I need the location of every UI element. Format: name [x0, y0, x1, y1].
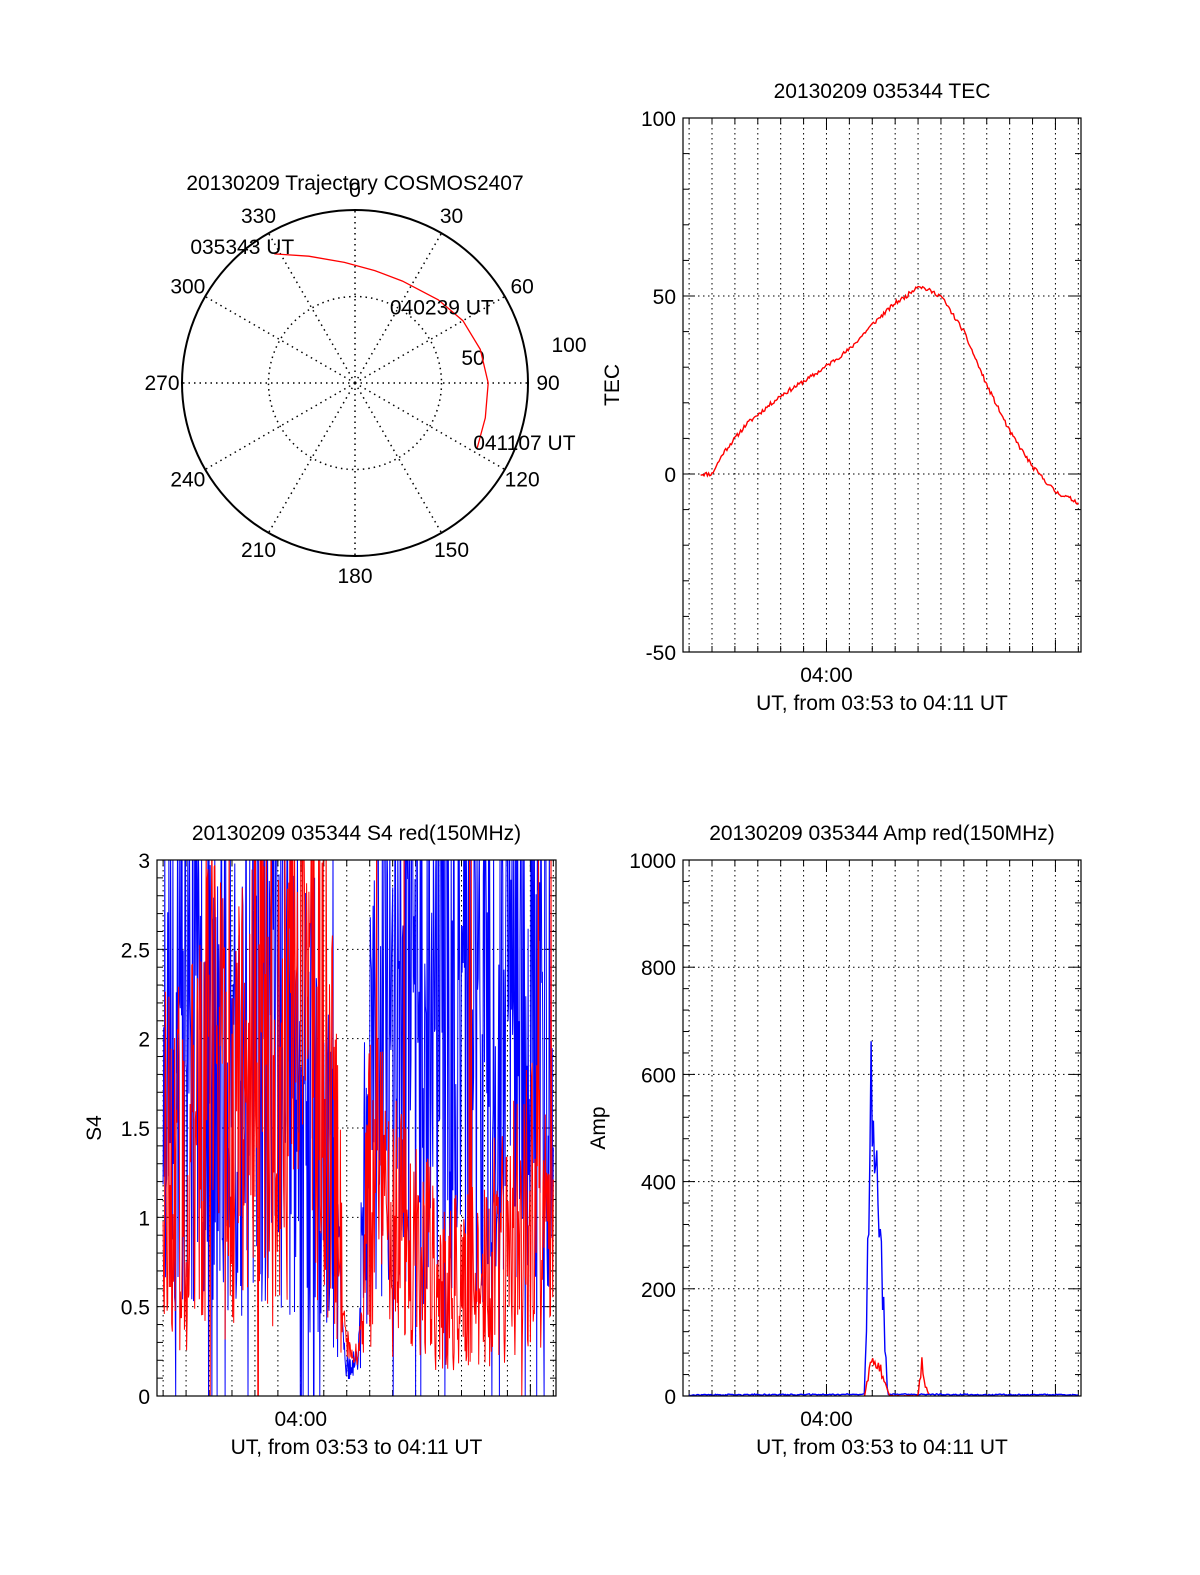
polar-spoke: [354, 382, 506, 471]
y-tick-label: 0.5: [121, 1297, 150, 1320]
amp-series-line: [688, 1041, 1079, 1396]
s4-chart: 20130209 035344 S4 red(150MHz) 0 0.5 1 1.5 2 2…: [83, 822, 557, 1459]
trajectory-time-label: 041107 UT: [473, 432, 576, 455]
amp-title: 20130209 035344 Amp red(150MHz): [709, 822, 1055, 845]
polar-spoke: [267, 382, 356, 534]
polar-spoke: [354, 382, 443, 534]
s4-x-axis-label: UT, from 03:53 to 04:11 UT: [231, 1436, 483, 1459]
azimuth-label: 60: [510, 276, 533, 299]
trajectory-title: 20130209 Trajectory COSMOS2407: [186, 172, 523, 195]
x-tick-label: 04:00: [275, 1408, 328, 1431]
x-tick-label: 04:00: [800, 1408, 853, 1431]
polar-spoke: [354, 295, 506, 384]
polar-outer-ring: [181, 209, 529, 557]
azimuth-label: 210: [241, 539, 276, 562]
polar-grid-ring: [267, 295, 443, 471]
tec-x-axis-label: UT, from 03:53 to 04:11 UT: [756, 692, 1008, 715]
tec-title: 20130209 035344 TEC: [774, 80, 991, 103]
s4-y-axis-label: S4: [83, 1115, 106, 1141]
azimuth-label: 30: [440, 205, 463, 228]
polar-spoke: [354, 232, 443, 384]
amp-series-line: [863, 1357, 930, 1396]
y-tick-label: 1000: [629, 850, 676, 873]
y-tick-label: 100: [641, 108, 676, 131]
polar-spoke: [267, 232, 356, 384]
y-tick-label: 3: [138, 850, 150, 873]
radius-label: 100: [551, 334, 586, 357]
amp-y-axis-label: Amp: [587, 1106, 610, 1149]
azimuth-label: 270: [144, 372, 179, 395]
y-tick-label: 0: [138, 1386, 150, 1409]
tec-series-line: [700, 285, 1079, 506]
amp-x-axis-label: UT, from 03:53 to 04:11 UT: [756, 1436, 1008, 1459]
azimuth-label: 180: [337, 565, 372, 588]
y-tick-label: 200: [641, 1279, 676, 1302]
polar-spoke: [204, 295, 356, 384]
y-tick-label: 600: [641, 1064, 676, 1087]
azimuth-label: 150: [434, 539, 469, 562]
s4-title: 20130209 035344 S4 red(150MHz): [192, 822, 521, 845]
y-tick-label: 0: [664, 1386, 676, 1409]
tec-y-axis-label: TEC: [601, 364, 624, 406]
radius-label: 50: [461, 347, 484, 370]
s4-series-line: [162, 860, 554, 1396]
plot-frame: [682, 859, 1082, 1397]
plot-frame: [682, 117, 1082, 653]
y-tick-label: 400: [641, 1172, 676, 1195]
azimuth-label: 90: [536, 372, 559, 395]
trajectory-time-label: 035343 UT: [190, 236, 294, 259]
x-tick-label: 04:00: [800, 664, 853, 687]
y-tick-label: 2.5: [121, 939, 150, 962]
trajectory-time-label: 040239 UT: [390, 297, 494, 320]
y-tick-label: 800: [641, 957, 676, 980]
y-tick-label: 1: [138, 1207, 150, 1230]
plot-frame: [156, 859, 557, 1397]
trajectory-track: [274, 253, 489, 449]
amp-chart: 20130209 035344 Amp red(150MHz) 0 200 400 60…: [587, 822, 1082, 1459]
tec-chart: 20130209 035344 TEC -50 0 50 100 04:00 UT, fro…: [601, 80, 1082, 715]
s4-series-line: [162, 860, 554, 1396]
y-tick-label: 0: [664, 464, 676, 487]
azimuth-label: 120: [505, 469, 540, 492]
azimuth-label: 0: [349, 179, 361, 202]
azimuth-label: 330: [241, 205, 276, 228]
y-tick-label: 50: [653, 286, 676, 309]
y-tick-label: 2: [138, 1029, 150, 1052]
y-tick-label: -50: [646, 642, 676, 665]
y-tick-label: 1.5: [121, 1118, 150, 1141]
azimuth-label: 300: [170, 276, 205, 299]
polar-spoke: [204, 382, 356, 471]
azimuth-label: 240: [170, 469, 205, 492]
